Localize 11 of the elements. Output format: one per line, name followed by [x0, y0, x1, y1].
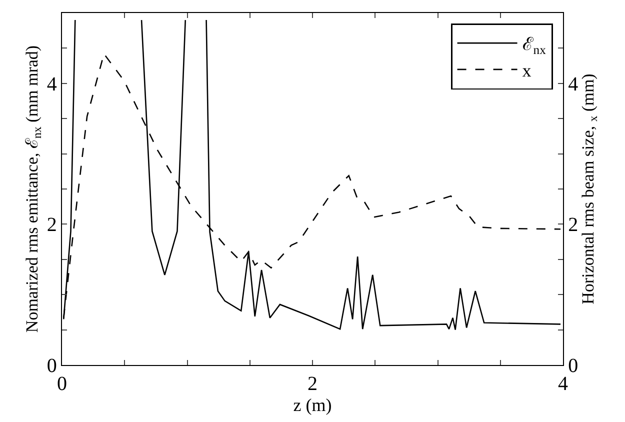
y-tick-label: 4	[46, 73, 57, 96]
y-tick-label: 2	[46, 214, 57, 236]
y-tick-label: 0	[46, 355, 57, 377]
legend-label: ℰ$_{nx}$	[522, 34, 547, 57]
x-tick-label: 4	[558, 373, 568, 396]
y2-tick-label: 0	[568, 355, 578, 377]
y2-tick-label: 2	[568, 214, 578, 236]
y2-tick-label: 4	[568, 73, 578, 96]
legend-label: x	[522, 60, 532, 80]
x-tick-label: 2	[308, 373, 318, 396]
x-axis-title: z (m)	[293, 395, 332, 416]
